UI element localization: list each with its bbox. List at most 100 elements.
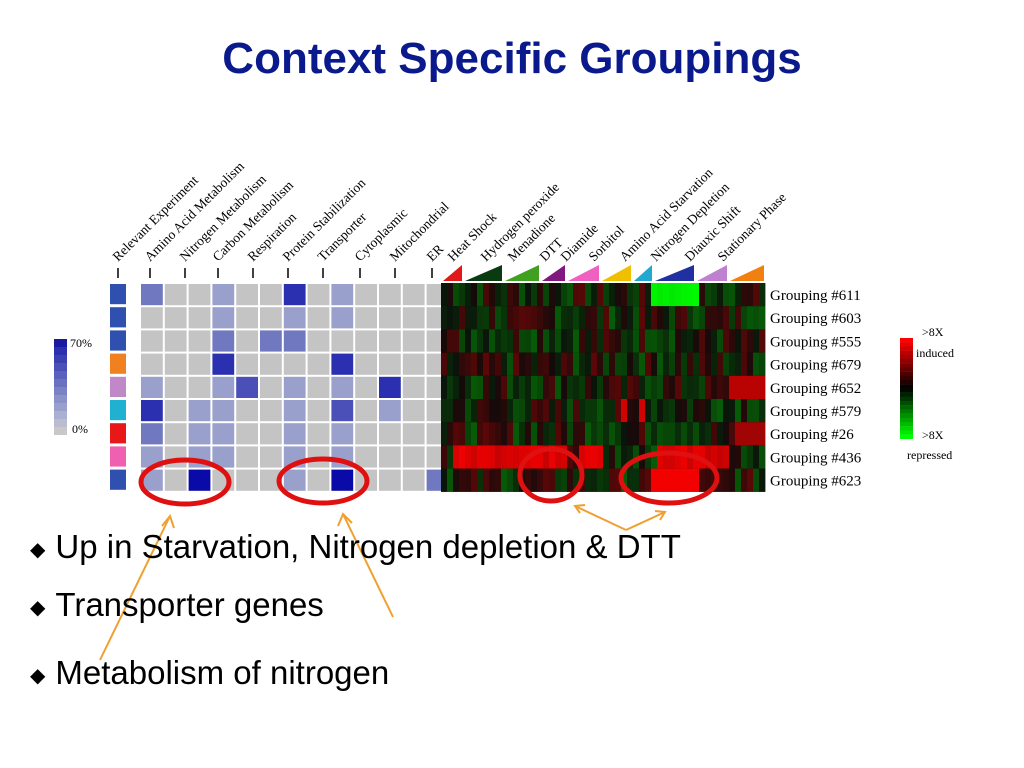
heatmap-strip <box>513 306 520 330</box>
heatmap-strip <box>717 399 724 423</box>
column-ticks <box>117 268 433 278</box>
heatmap-strip <box>633 329 640 353</box>
heatmap-strip <box>561 375 568 399</box>
grid-cell <box>331 400 354 422</box>
heatmap-strip <box>471 422 478 446</box>
grid-cell <box>164 446 187 468</box>
heatmap-strip <box>453 352 460 376</box>
heatmap-strip <box>609 399 616 423</box>
heatmap-strip <box>501 306 508 330</box>
heatmap-strip <box>633 468 640 492</box>
heatmap-strip <box>741 399 748 423</box>
heatmap-strip <box>555 468 562 492</box>
heatmap-strip <box>471 445 478 469</box>
heatmap-strip <box>645 375 652 399</box>
heatmap-strip <box>639 399 646 423</box>
heatmap-strip <box>651 329 658 353</box>
heatmap-strip <box>531 375 538 399</box>
grid-cell <box>355 330 377 352</box>
scale-step <box>54 411 67 419</box>
heatmap-strip <box>675 445 682 469</box>
scale-step <box>54 339 67 347</box>
grouping-labels: Grouping #611 Grouping #603 Grouping #555 G… <box>770 288 862 490</box>
heatmap-strip <box>663 468 670 492</box>
heatmap-strip <box>657 445 664 469</box>
row-swatch <box>110 330 126 351</box>
heatmap-strip <box>753 352 760 376</box>
grid-cell <box>236 284 258 306</box>
heatmap-strip <box>729 422 736 446</box>
heatmap-strip <box>591 329 598 353</box>
grid-cell <box>307 284 330 306</box>
grid-cell <box>379 330 401 352</box>
heatmap-strip <box>513 468 520 492</box>
heatmap-strip <box>633 283 640 307</box>
heatmap-strip <box>459 283 466 307</box>
heatmap-strip <box>513 375 520 399</box>
diamond-bullet-icon: ◆ <box>30 538 46 561</box>
heatmap-strip <box>759 399 766 423</box>
heatmap-strip <box>687 399 694 423</box>
grid-cell <box>164 353 187 375</box>
bullet-starvation: ◆ Up in Starvation, Nitrogen depletion & … <box>30 528 681 566</box>
repressed-label: repressed <box>907 448 952 462</box>
heatmap-strip <box>681 468 688 492</box>
heatmap-strip <box>615 422 622 446</box>
grid-cell <box>402 307 425 329</box>
heatmap-strip <box>513 283 520 307</box>
heatmap-strip <box>663 375 670 399</box>
heatmap-strip <box>483 306 490 330</box>
expression-scale-step <box>900 367 913 372</box>
heatmap-strip <box>441 422 448 446</box>
diamond-bullet-icon: ◆ <box>30 664 46 687</box>
heatmap-strip <box>459 399 466 423</box>
heatmap-strip <box>621 422 628 446</box>
heatmap-strip <box>537 306 544 330</box>
heatmap-strip <box>759 375 766 399</box>
heatmap-strip <box>519 399 526 423</box>
heatmap-strip <box>585 375 592 399</box>
heatmap-strip <box>747 283 754 307</box>
heatmap-strip <box>735 283 742 307</box>
heatmap-strip <box>741 445 748 469</box>
expression-scale-step <box>900 388 913 393</box>
heatmap-strip <box>561 352 568 376</box>
heatmap-strip <box>471 399 478 423</box>
heatmap-strip <box>441 468 448 492</box>
heatmap-strip <box>603 468 610 492</box>
heatmap-strip <box>681 375 688 399</box>
grid-cell <box>402 376 425 398</box>
heatmap-strip <box>657 468 664 492</box>
heatmap-strip <box>525 468 532 492</box>
grid-cell <box>188 423 211 445</box>
heatmap-strip <box>519 306 526 330</box>
heatmap-strip <box>495 352 502 376</box>
grouping-label: Grouping #679 <box>770 358 861 374</box>
heatmap-strip <box>591 352 598 376</box>
heatmap-strip <box>441 352 448 376</box>
heatmap-strip <box>561 306 568 330</box>
grid-cell <box>355 353 377 375</box>
heatmap-strip <box>615 329 622 353</box>
heatmap-strip <box>567 306 574 330</box>
heatmap-strip <box>459 329 466 353</box>
heatmap-strip <box>525 306 532 330</box>
heatmap-strip <box>447 352 454 376</box>
grid-cell <box>331 423 354 445</box>
heatmap-strip <box>489 352 496 376</box>
heatmap-strip <box>729 375 736 399</box>
row-swatch <box>110 469 126 490</box>
heatmap-strip <box>615 306 622 330</box>
heatmap-strip <box>543 306 550 330</box>
heatmap-strip <box>663 306 670 330</box>
heatmap-strip <box>741 352 748 376</box>
row-swatch <box>110 423 126 444</box>
heatmap-strip <box>507 352 514 376</box>
heatmap-strip <box>651 422 658 446</box>
heatmap-strip <box>639 422 646 446</box>
heatmap-strip <box>507 399 514 423</box>
heatmap-strip <box>711 375 718 399</box>
heatmap-strip <box>471 468 478 492</box>
heatmap-strip <box>699 283 706 307</box>
heatmap-strip <box>543 445 550 469</box>
